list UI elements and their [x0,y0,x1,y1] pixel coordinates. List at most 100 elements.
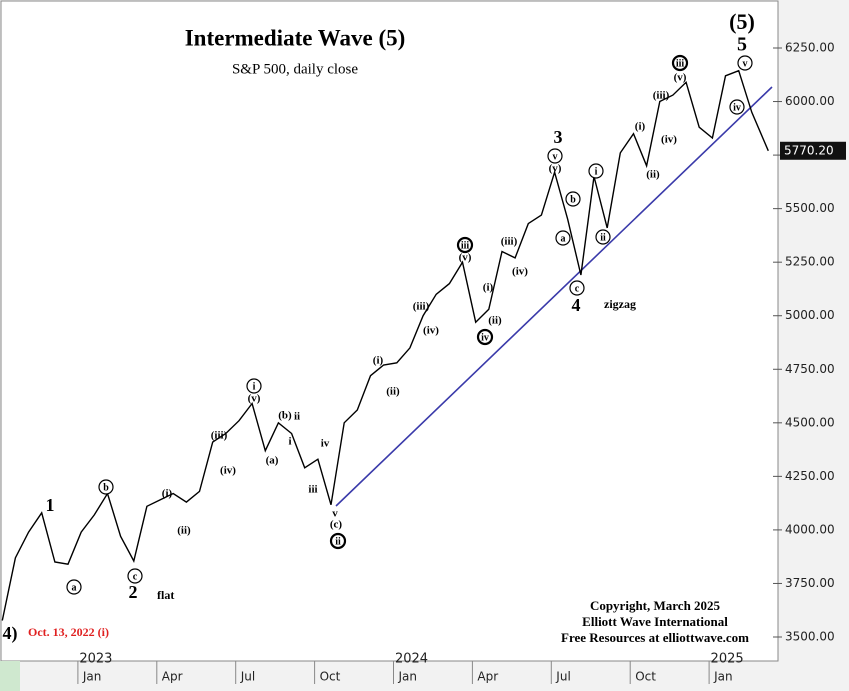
wave-circle [127,568,143,584]
wave-label: (iii) [211,430,228,442]
x-tick-label: Apr [477,670,498,684]
x-tick-label: Jul [555,670,570,684]
y-tick-label: 5000.00 [785,308,835,322]
y-tick-label: 6250.00 [785,41,835,55]
last-value-label: 5770.20 [784,143,834,157]
wave-label: 5 [737,34,747,56]
wave-label: 3 [554,127,563,147]
copyright: Elliott Wave International [582,614,728,629]
wave-label: i [595,166,598,177]
wave-label: zigzag [604,297,636,311]
x-tick-label: Jan [713,670,733,684]
y-tick-label: 3750.00 [785,576,835,590]
x-tick-label: Oct [320,670,341,684]
wave-label: (ii) [177,525,191,537]
wave-circle [555,230,571,246]
x-tick-label: Oct [635,670,656,684]
wave-label: (b) [278,410,292,422]
wave-label: ii [600,232,606,243]
wave-label: c [133,571,138,582]
y-tick-label: 3500.00 [785,630,835,644]
wave-label: (c) [330,519,343,531]
wave-label: (iv) [220,465,236,477]
wave-circle [476,328,494,346]
copyright: Free Resources at elliottwave.com [561,630,749,645]
wave-label: 2 [129,582,138,602]
y-tick-label: 4750.00 [785,362,835,376]
x-tick-label: Apr [162,670,183,684]
wave-circle [565,191,581,207]
year-label: 2023 [79,652,112,667]
wave-label: (iv) [512,266,528,278]
y-tick-label: 5500.00 [785,201,835,215]
wave-circle [66,579,82,595]
x-tick-label: Jul [240,670,255,684]
wave-label: 4) [3,623,18,644]
wave-circle [98,479,114,495]
wave-label: (iii) [653,90,670,102]
wave-label: (i) [635,121,646,133]
y-tick-label: 4250.00 [785,469,835,483]
wave-label: (v) [674,72,687,84]
wave-label: v [553,151,558,162]
wave-label: (iv) [423,325,439,337]
x-tick-label: Jan [398,670,418,684]
wave-label: (iii) [413,301,430,313]
wave-label: iii [676,58,685,69]
wave-label: b [103,482,109,493]
wave-circle [729,99,745,115]
wave-circle [595,229,611,245]
wave-label: i [288,436,291,448]
wave-label: iii [308,484,317,496]
trend-line [335,86,773,507]
year-label: 2024 [395,652,428,667]
copyright: Copyright, March 2025 [590,598,721,613]
wave-label: a [72,582,77,593]
chart-subtitle: S&P 500, daily close [232,61,358,77]
wave-label: (v) [549,163,562,175]
y-tick-label: 6000.00 [785,94,835,108]
wave-label: (ii) [646,169,660,181]
wave-circle [588,163,604,179]
corner [0,661,20,691]
wave-circle [737,55,753,71]
wave-circle [456,236,474,254]
wave-label: (i) [483,282,494,294]
wave-circle [547,148,563,164]
start-note: Oct. 13, 2022 (i) [28,625,109,639]
wave-label: iii [461,240,470,251]
wave-label: v [743,58,748,69]
wave-label: (i) [162,488,173,500]
wave-label: (a) [266,455,279,467]
wave-label: i [253,381,256,392]
y-tick-label: 4500.00 [785,415,835,429]
wave-label: ii [335,536,341,547]
wave-label: v [332,508,338,520]
wave-circle [671,54,689,72]
wave-label: (v) [459,252,472,264]
last-value-box [780,141,846,160]
price-line [1,69,769,621]
wave-label: iv [321,438,330,450]
wave-label: b [570,194,576,205]
wave-label: iv [481,332,489,343]
wave-label: 4 [572,295,581,315]
wave-label: (5) [729,9,755,34]
wave-label: a [561,233,566,244]
wave-label: (i) [373,355,384,367]
wave-label: (iii) [501,236,518,248]
wave-circle [246,378,262,394]
wave-label: 1 [46,495,55,515]
wave-label: ii [294,411,300,423]
wave-circle [569,280,585,296]
x-tick-label: Jan [82,670,102,684]
plot-area [0,0,779,662]
y-tick-label: 5250.00 [785,255,835,269]
wave-label: flat [157,588,174,602]
wave-label: (ii) [488,315,502,327]
wave-label: (iv) [661,134,677,146]
wave-label: c [575,283,580,294]
y-tick-label: 4000.00 [785,522,835,536]
year-label: 2025 [711,652,744,667]
